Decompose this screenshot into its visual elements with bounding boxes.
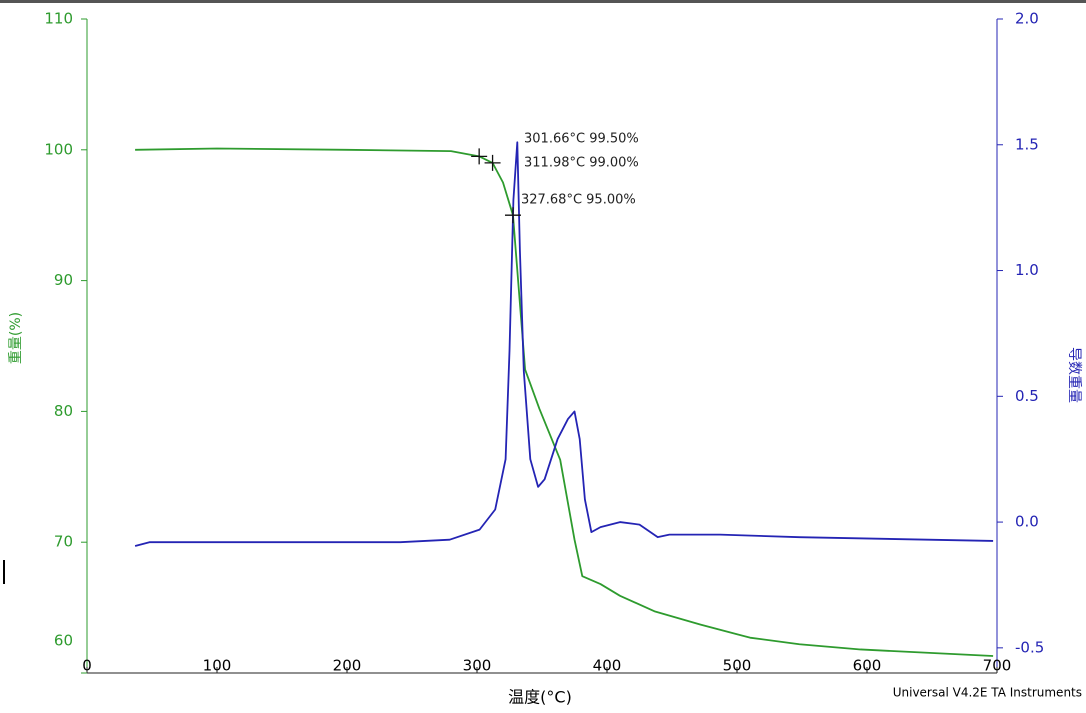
y2-tick-label: 0.5: [1015, 387, 1039, 405]
y-tick-label: 60: [54, 632, 73, 650]
x-tick-label: 0: [82, 657, 92, 675]
x-tick-label: 200: [333, 657, 362, 675]
y2-tick-label: 2.0: [1015, 10, 1039, 28]
x-tick-label: 100: [203, 657, 232, 675]
y-tick-label: 90: [54, 271, 73, 289]
series-line: [134, 141, 994, 547]
annotation-marker: [484, 154, 501, 171]
footer: Universal V4.2E TA Instruments: [893, 686, 1082, 700]
y2-tick-label: 1.5: [1015, 135, 1039, 153]
annotation-marker: [504, 207, 521, 224]
y2-axis-label: 导数重量: [1066, 347, 1082, 403]
y-tick-label: 80: [54, 402, 73, 420]
annotation-label: 301.66°C 99.50%: [524, 132, 639, 147]
x-tick-label: 700: [983, 657, 1012, 675]
y2-tick-label: 0.0: [1015, 513, 1039, 531]
annotation-label: 311.98°C 99.00%: [524, 156, 639, 171]
series-line: [135, 147, 994, 657]
y-tick-label: 100: [44, 140, 73, 158]
x-tick-label: 600: [853, 657, 882, 675]
x-tick-label: 300: [463, 657, 492, 675]
annotation-marker: [471, 148, 488, 165]
annotation-label: 327.68°C 95.00%: [521, 193, 636, 208]
y-tick-label: 110: [44, 10, 73, 28]
y2-tick-label: 1.0: [1015, 261, 1039, 279]
y-tick-label: 70: [54, 533, 73, 551]
x-axis-label: 温度(°C): [508, 688, 572, 707]
y-axis-label: 重量(%): [8, 312, 24, 364]
x-tick-label: 500: [723, 657, 752, 675]
y2-tick-label: -0.5: [1015, 638, 1044, 656]
x-tick-label: 400: [593, 657, 622, 675]
window-edge: [0, 0, 1086, 3]
